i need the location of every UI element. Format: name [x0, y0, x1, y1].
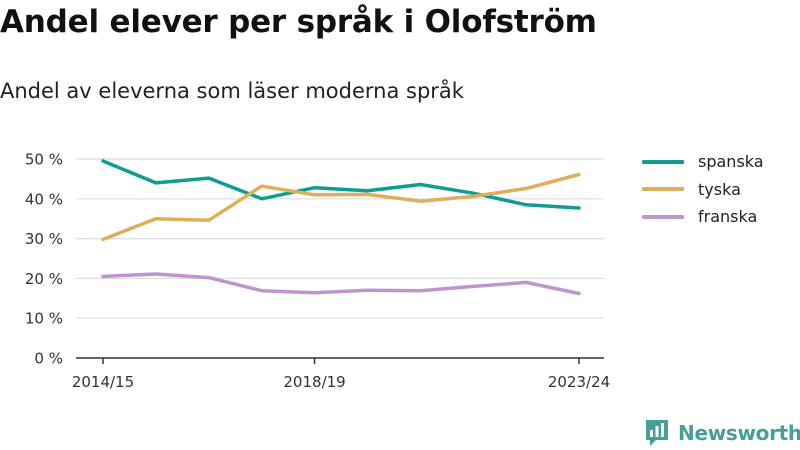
y-tick-label: 40 %: [25, 190, 63, 208]
legend: spanska tyska franska: [642, 148, 764, 231]
legend-label: spanska: [698, 152, 764, 172]
y-tick-label: 0 %: [34, 350, 63, 368]
chart-subtitle: Andel av eleverna som läser moderna språ…: [0, 79, 464, 103]
x-tick-label: 2018/19: [283, 373, 345, 391]
series-line-spanska: [101, 159, 581, 210]
legend-item-spanska: spanska: [642, 148, 764, 176]
brand-logo: Newsworthy: [644, 418, 800, 448]
legend-item-tyska: tyska: [642, 176, 764, 204]
x-axis: 2014/15 2018/19 2023/24: [72, 357, 610, 391]
legend-swatch: [642, 214, 684, 219]
y-axis-ticks: 0 % 10 % 20 % 30 % 40 % 50 %: [25, 151, 63, 368]
y-tick-label: 50 %: [25, 151, 63, 169]
series-lines: [101, 159, 581, 296]
x-tick-label: 2023/24: [548, 373, 610, 391]
x-tick-label: 2014/15: [72, 373, 134, 391]
legend-label: tyska: [698, 179, 741, 199]
chart-title: Andel elever per språk i Olofström: [0, 4, 597, 40]
newsworthy-logo-icon: [646, 420, 668, 446]
gridlines: [76, 158, 604, 319]
series-line-franska: [101, 272, 581, 296]
y-tick-label: 20 %: [25, 270, 63, 288]
series-line-tyska: [101, 172, 581, 242]
legend-swatch: [642, 187, 684, 192]
y-tick-label: 30 %: [25, 230, 63, 248]
legend-item-franska: franska: [642, 203, 764, 231]
y-tick-label: 10 %: [25, 310, 63, 328]
legend-label: franska: [698, 207, 758, 227]
brand-name: Newsworthy: [678, 421, 800, 445]
legend-swatch: [642, 159, 684, 164]
